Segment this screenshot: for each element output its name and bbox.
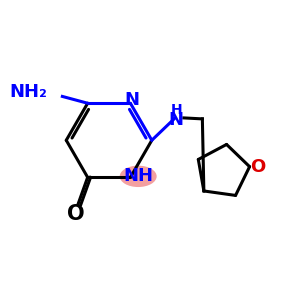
- Ellipse shape: [120, 166, 157, 187]
- Text: O: O: [67, 204, 85, 224]
- Text: NH: NH: [123, 167, 153, 185]
- Text: O: O: [250, 158, 265, 176]
- Text: N: N: [169, 111, 184, 129]
- Text: H: H: [170, 103, 182, 117]
- Text: NH₂: NH₂: [9, 82, 47, 100]
- Text: N: N: [124, 91, 139, 109]
